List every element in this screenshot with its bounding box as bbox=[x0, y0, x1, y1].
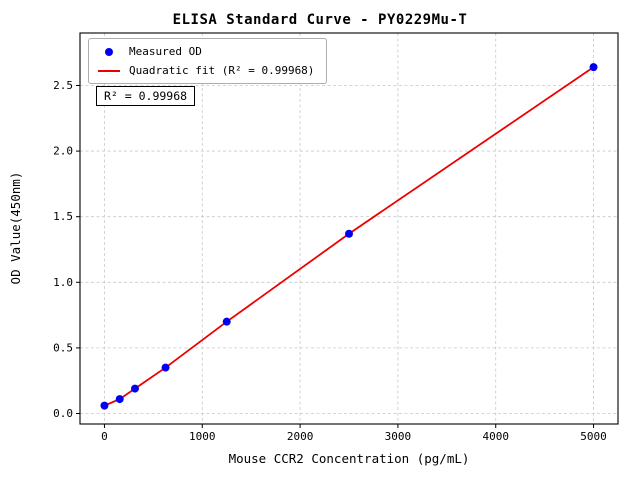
data-point bbox=[130, 384, 139, 393]
x-tick-label: 4000 bbox=[482, 430, 509, 443]
data-point bbox=[115, 395, 124, 404]
measured-od-marker-icon bbox=[105, 47, 113, 56]
grid-lines bbox=[80, 33, 618, 424]
y-tick-label: 1.5 bbox=[53, 210, 73, 223]
y-tick-label: 1.0 bbox=[53, 276, 73, 289]
x-tick-label: 2000 bbox=[287, 430, 314, 443]
data-point bbox=[100, 401, 109, 410]
r-squared-annotation: R² = 0.99968 bbox=[96, 86, 196, 106]
measured-od-points bbox=[100, 63, 598, 410]
x-tick-label: 3000 bbox=[385, 430, 412, 443]
quadratic-fit-marker-icon bbox=[98, 69, 120, 72]
x-tick-label: 5000 bbox=[580, 430, 607, 443]
axis-ticks: 0 1000 2000 3000 4000 5000 0.0 0.5 1.0 1.5 2.0 2.5 bbox=[53, 79, 607, 443]
y-tick-label: 2.0 bbox=[53, 145, 73, 158]
legend-entry-quadratic-fit: Quadratic fit (R² = 0.99968) bbox=[98, 64, 314, 77]
chart-title: ELISA Standard Curve - PY0229Mu-T bbox=[172, 12, 468, 28]
legend-label-quadratic-fit: Quadratic fit (R² = 0.99968) bbox=[129, 64, 315, 77]
data-point bbox=[161, 363, 170, 372]
x-axis-label: Mouse CCR2 Concentration (pg/mL) bbox=[228, 451, 470, 466]
plot-border bbox=[79, 32, 619, 425]
y-tick-label: 0.5 bbox=[53, 341, 73, 354]
y-tick-label: 2.5 bbox=[53, 79, 73, 92]
y-tick-label: 0.0 bbox=[53, 407, 73, 420]
data-point bbox=[589, 63, 598, 72]
legend: Measured OD Quadratic fit (R² = 0.99968) bbox=[88, 38, 328, 84]
legend-entry-measured-od: Measured OD bbox=[98, 45, 314, 58]
x-tick-label: 0 bbox=[101, 430, 108, 443]
data-point bbox=[345, 229, 353, 238]
x-tick-label: 1000 bbox=[189, 430, 216, 443]
legend-label-measured-od: Measured OD bbox=[129, 45, 202, 58]
data-point bbox=[222, 317, 231, 326]
